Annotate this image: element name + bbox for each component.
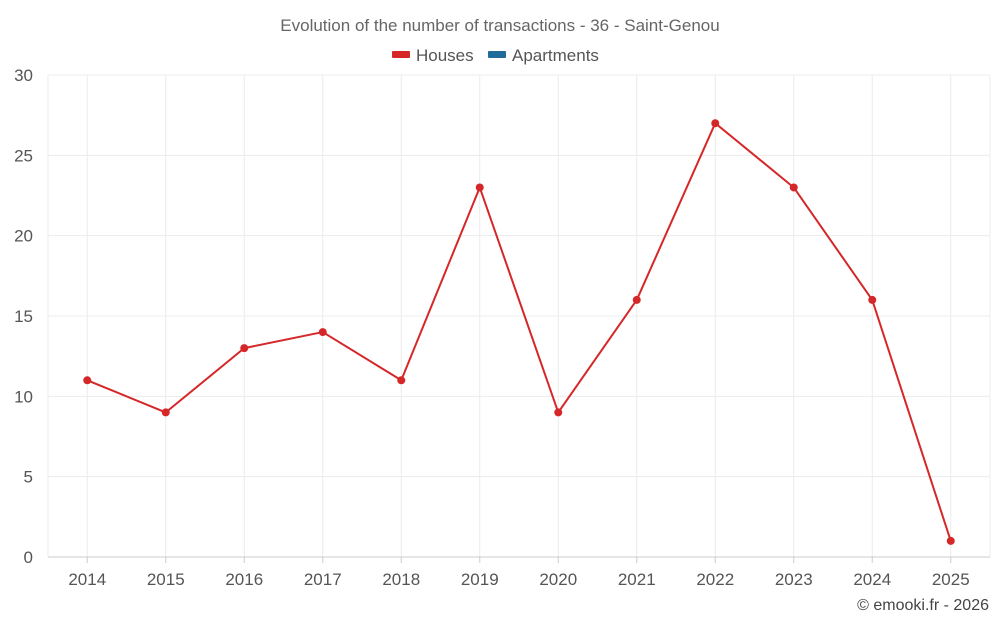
x-tick-label: 2022	[696, 570, 734, 589]
grid	[47, 74, 991, 557]
series-line-houses	[86, 122, 952, 542]
x-axis-ticks: 2014 2015 2016 2017 2018 2019 2020 2021 2022 2023…	[68, 570, 969, 589]
x-tick-label: 2023	[775, 570, 813, 589]
data-point-houses-2017[interactable]	[318, 328, 327, 337]
data-point-houses-2015[interactable]	[161, 408, 170, 417]
y-tick-label: 0	[24, 548, 33, 567]
data-point-houses-2016[interactable]	[240, 344, 249, 353]
data-point-houses-2021[interactable]	[632, 295, 641, 304]
x-tick-label: 2015	[147, 570, 185, 589]
axes	[48, 556, 990, 563]
legend-swatch-apartments	[488, 51, 506, 58]
x-tick-label: 2020	[539, 570, 577, 589]
y-tick-label: 15	[14, 307, 33, 326]
credit: © emooki.fr - 2026	[857, 597, 989, 614]
x-tick-label: 2021	[618, 570, 656, 589]
y-tick-label: 25	[14, 146, 33, 165]
data-point-houses-2024[interactable]	[868, 295, 877, 304]
data-point-houses-2020[interactable]	[554, 408, 563, 417]
y-axis-ticks: 0 5 10 15 20 25 30	[14, 66, 33, 567]
series-houses	[83, 119, 955, 545]
legend-label-apartments[interactable]: Apartments	[512, 46, 599, 65]
data-point-houses-2018[interactable]	[397, 376, 406, 385]
chart-title: Evolution of the number of transactions …	[280, 16, 719, 35]
data-point-houses-2022[interactable]	[711, 119, 720, 128]
data-point-houses-2014[interactable]	[83, 376, 92, 385]
data-point-houses-2023[interactable]	[789, 183, 798, 192]
y-tick-label: 5	[24, 468, 33, 487]
y-tick-label: 20	[14, 227, 33, 246]
x-tick-label: 2016	[225, 570, 263, 589]
data-point-houses-2025[interactable]	[946, 536, 955, 545]
data-point-houses-2019[interactable]	[475, 183, 484, 192]
x-tick-label: 2025	[932, 570, 970, 589]
x-tick-label: 2019	[461, 570, 499, 589]
y-tick-label: 10	[14, 387, 33, 406]
legend: Houses Apartments	[392, 46, 599, 65]
x-tick-label: 2017	[304, 570, 342, 589]
y-tick-label: 30	[14, 66, 33, 85]
x-tick-label: 2024	[853, 570, 891, 589]
x-tick-label: 2018	[382, 570, 420, 589]
x-tick-label: 2014	[68, 570, 106, 589]
legend-label-houses[interactable]: Houses	[416, 46, 474, 65]
legend-swatch-houses	[392, 51, 410, 58]
